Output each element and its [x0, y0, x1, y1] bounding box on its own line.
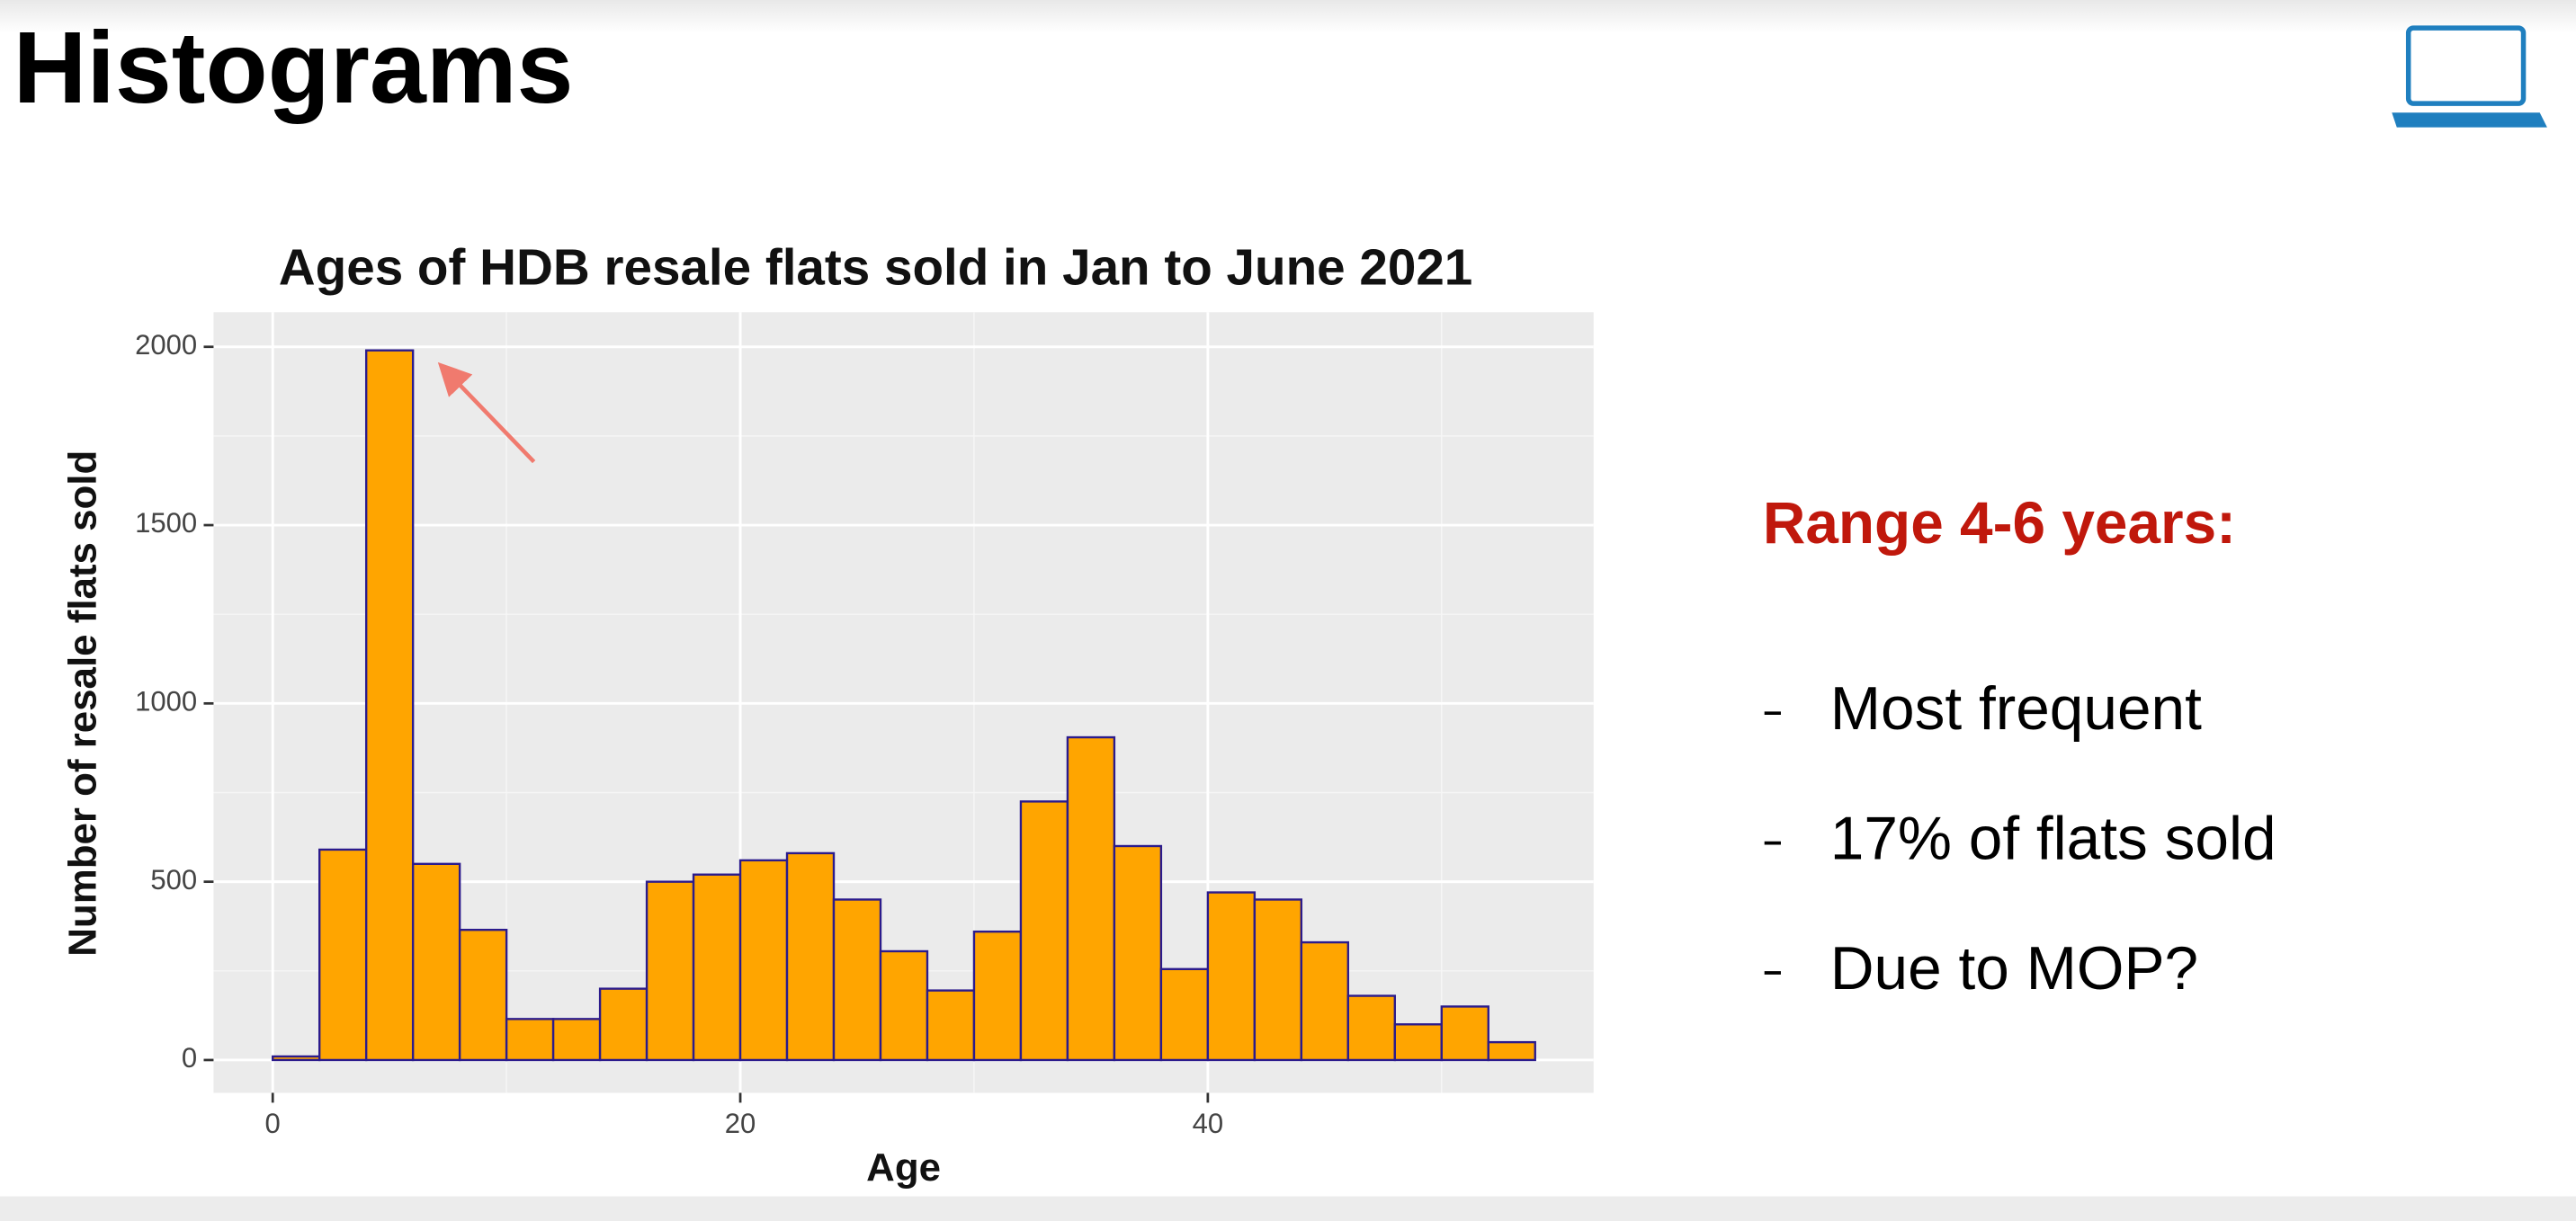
bullet-text: Most frequent [1830, 675, 2202, 743]
bar [1019, 800, 1069, 1062]
bullet-list: Most frequent 17% of flats sold Due to MOP… [1764, 675, 2276, 1003]
bar [1206, 891, 1257, 1062]
bar [972, 930, 1023, 1062]
x-tick-label: 20 [725, 1108, 756, 1139]
x-axis-label: Age [866, 1145, 941, 1190]
y-axis-label: Number of resale flats sold [61, 450, 105, 957]
bar [832, 898, 882, 1062]
bar [551, 1018, 602, 1062]
y-tick-label: 0 [182, 1042, 197, 1074]
bar [645, 880, 695, 1062]
x-tick-label: 40 [1193, 1108, 1224, 1139]
laptop-icon [2392, 25, 2547, 128]
bar [785, 851, 836, 1062]
bar [364, 349, 415, 1062]
bar [692, 873, 742, 1062]
bar [1253, 898, 1303, 1062]
bar [411, 862, 461, 1062]
y-tick-label: 1500 [135, 507, 197, 539]
bullet-text: Due to MOP? [1830, 935, 2198, 1003]
bar [1393, 1023, 1443, 1062]
bar [1159, 967, 1210, 1062]
bar [598, 987, 648, 1062]
y-tick-label: 1000 [135, 686, 197, 717]
bottom-bar [0, 1196, 2576, 1221]
bar [1113, 844, 1163, 1062]
bar [505, 1018, 555, 1062]
bar [1487, 1040, 1536, 1062]
y-tick-label: 2000 [135, 329, 197, 361]
slide-title: Histograms [13, 11, 574, 125]
bar [1346, 994, 1396, 1062]
y-tick-label: 500 [150, 864, 197, 896]
notes-heading: Range 4-6 years: [1763, 489, 2236, 556]
annotation-arrow [437, 361, 536, 464]
bullet-text: 17% of flats sold [1830, 805, 2276, 872]
bar [738, 859, 789, 1062]
bar [318, 848, 368, 1062]
bar [1066, 735, 1116, 1062]
top-shade [0, 0, 2576, 33]
bar [1440, 1005, 1489, 1062]
bar [272, 1055, 321, 1062]
bar [879, 949, 929, 1062]
plot [213, 312, 1594, 1093]
chart-title: Ages of HDB resale flats sold in Jan to … [279, 240, 1473, 297]
bar [458, 929, 508, 1062]
x-tick-label: 0 [265, 1108, 281, 1139]
bar [1300, 940, 1350, 1062]
bar [926, 989, 976, 1062]
